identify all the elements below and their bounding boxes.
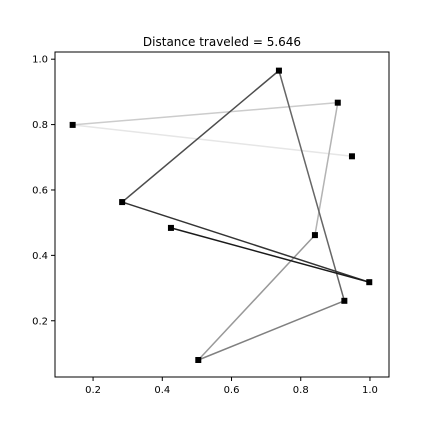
x-tick-label: 0.4 [154, 385, 170, 396]
path-segments [72, 70, 370, 361]
path-segment [121, 70, 280, 203]
x-tick-label: 0.8 [293, 385, 309, 396]
plot-area [54, 51, 390, 378]
y-axis: 0.2 0.4 0.6 0.8 1.0 [32, 55, 55, 327]
path-segment [278, 70, 346, 302]
path-segment [72, 124, 353, 158]
path-segment [72, 101, 338, 126]
data-point [69, 121, 76, 128]
data-point [167, 224, 174, 231]
y-tick-label: 0.6 [32, 185, 48, 196]
x-tick-label: 1.0 [362, 385, 378, 396]
path-segment [197, 234, 316, 361]
y-tick-label: 0.4 [32, 251, 48, 262]
path-segment [198, 300, 345, 361]
y-tick-label: 0.8 [32, 120, 48, 131]
data-point [334, 99, 341, 106]
data-point [366, 279, 373, 286]
x-tick-label: 0.2 [85, 385, 101, 396]
path-segment [121, 201, 370, 283]
data-point [119, 199, 126, 206]
x-tick-label: 0.6 [224, 385, 240, 396]
data-point [348, 153, 355, 160]
y-tick-label: 1.0 [32, 55, 48, 66]
data-point [275, 67, 282, 74]
point-markers [69, 67, 373, 363]
axes-frame [54, 51, 390, 378]
axes-background [55, 52, 389, 377]
data-point [311, 232, 318, 239]
data-point [195, 356, 202, 363]
data-point [341, 297, 348, 304]
y-tick-label: 0.2 [32, 316, 48, 327]
path-segment [170, 227, 370, 283]
x-axis: 0.2 0.4 0.6 0.8 1.0 [85, 377, 378, 396]
chart-title: Distance traveled = 5.646 [143, 35, 301, 49]
